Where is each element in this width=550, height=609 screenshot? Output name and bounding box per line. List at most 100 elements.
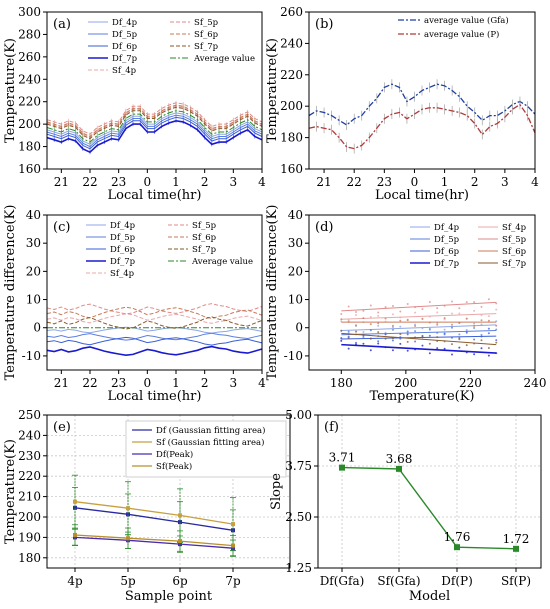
y-tick-label: 3.75 — [285, 459, 312, 473]
data-point — [495, 324, 498, 327]
y-axis-label: Temperature difference(K) — [3, 205, 18, 381]
data-point — [487, 315, 490, 318]
y-tick-label: 190 — [18, 530, 41, 544]
data-point — [347, 305, 350, 308]
data-marker — [73, 499, 77, 504]
series-line — [46, 326, 263, 334]
series-line — [74, 507, 234, 531]
y-tick-label: 220 — [18, 469, 41, 483]
data-point — [414, 311, 417, 314]
x-tick-label: 23 — [377, 175, 392, 189]
panel-label: (c) — [53, 220, 70, 235]
data-point — [473, 301, 476, 304]
data-point — [487, 354, 490, 357]
data-point — [347, 347, 350, 350]
y-tick-label: -10 — [22, 349, 41, 363]
x-tick-label: 0 — [144, 175, 152, 189]
y-tick-label: -10 — [284, 349, 303, 363]
y-axis-label: Slope — [269, 473, 284, 510]
x-tick-label: 1 — [172, 175, 180, 189]
data-point — [414, 323, 417, 326]
data-point — [443, 317, 446, 320]
legend-box — [125, 420, 287, 478]
data-point — [480, 305, 483, 308]
data-point — [458, 336, 461, 339]
legend-label: average value (Gfa) — [424, 15, 509, 26]
y-axis-label: Temperature(K) — [265, 38, 280, 143]
panel-label: (a) — [53, 17, 71, 32]
data-point — [480, 339, 483, 342]
data-point — [391, 337, 394, 340]
data-point — [436, 347, 439, 350]
data-point — [340, 336, 343, 339]
data-point — [487, 332, 490, 335]
data-point — [414, 340, 417, 343]
data-point — [384, 337, 387, 340]
data-point — [421, 336, 424, 339]
fit-line — [341, 332, 497, 346]
y-tick-label: 300 — [18, 5, 41, 19]
y-tick-label: 210 — [18, 490, 41, 504]
data-point — [399, 333, 402, 336]
data-point — [495, 341, 498, 344]
plot-frame — [317, 414, 542, 569]
y-tick-label: 230 — [18, 449, 41, 463]
data-point — [421, 308, 424, 311]
x-tick-label: 21 — [316, 175, 331, 189]
data-marker — [231, 543, 235, 548]
data-point — [414, 330, 417, 333]
panel-e: 180 190 200 210 220 230 240 250 Temperature(K) (e… — [3, 408, 291, 604]
legend-label: Sf_5p — [192, 221, 217, 231]
x-tick-label: 4 — [258, 376, 266, 390]
panel-d: (d) -10 0 10 20 30 40 Temperature difference(K)… — [265, 205, 546, 404]
data-point — [480, 323, 483, 326]
data-point — [355, 330, 358, 333]
data-point — [369, 337, 372, 340]
x-tick-label: 1 — [441, 175, 449, 189]
data-point — [362, 317, 365, 320]
y-tick-label: 240 — [280, 36, 303, 50]
data-point — [384, 333, 387, 336]
x-tick-label: 200 — [394, 376, 417, 390]
plot-frame — [46, 414, 291, 569]
data-point — [465, 331, 468, 334]
y-tick-label: 10 — [288, 293, 303, 307]
data-point — [384, 317, 387, 320]
x-tick-label: 3 — [230, 376, 238, 390]
data-point — [487, 347, 490, 350]
y-tick-label: 30 — [26, 236, 41, 250]
fit-line — [341, 330, 497, 336]
legend-label: Sf_6p — [194, 30, 219, 40]
data-point — [391, 349, 394, 352]
data-point — [362, 342, 365, 345]
legend-label: Sf_6p — [192, 233, 217, 243]
y-tick-label: 10 — [26, 293, 41, 307]
y-tick-label: 160 — [18, 162, 41, 176]
y-tick-label: 2.50 — [285, 510, 312, 524]
legend-label: Sf_6p — [502, 247, 527, 257]
fit-line — [341, 335, 497, 340]
y-tick-label: 240 — [18, 72, 41, 86]
x-tick-label: 4 — [258, 175, 266, 189]
data-point — [450, 300, 453, 303]
data-point — [355, 311, 358, 314]
data-point — [340, 313, 343, 316]
x-tick-label: Df(Gfa) — [320, 574, 365, 588]
data-point — [450, 353, 453, 356]
data-point — [399, 325, 402, 328]
data-point — [487, 319, 490, 322]
data-point — [362, 331, 365, 334]
x-tick-label: 21 — [54, 376, 69, 390]
data-point — [399, 310, 402, 313]
data-marker — [231, 528, 235, 533]
data-point — [399, 342, 402, 345]
data-point — [347, 319, 350, 322]
y-tick-label: 20 — [288, 264, 303, 278]
plot-frame — [46, 11, 263, 170]
legend-label: Average value — [193, 54, 255, 64]
legend-label: Sf_5p — [502, 235, 527, 245]
legend-label: average value (P) — [424, 29, 499, 40]
data-point — [450, 343, 453, 346]
data-marker — [73, 505, 77, 510]
y-tick-label: 260 — [18, 50, 41, 64]
